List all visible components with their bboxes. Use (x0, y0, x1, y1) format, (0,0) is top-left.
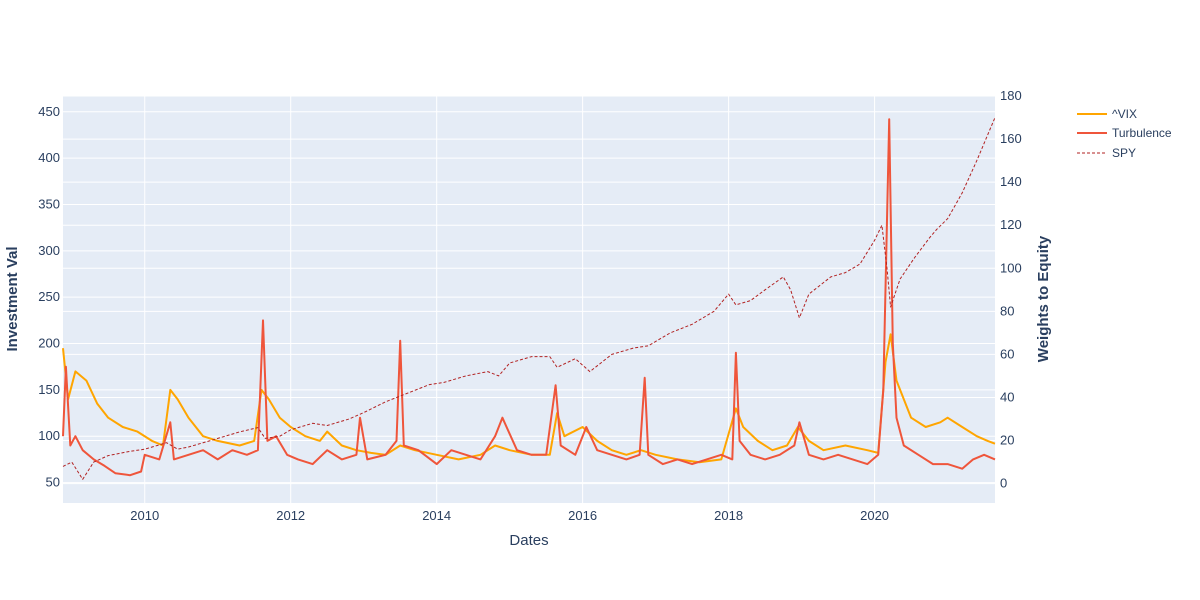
y2-axis-title: Weights to Equity (1035, 235, 1052, 362)
legend-label-vix: ^VIX (1112, 107, 1137, 121)
y2-tick-label: 100 (1000, 260, 1022, 275)
x-tick-label: 2010 (130, 508, 159, 523)
legend-item-spy[interactable]: SPY (1077, 146, 1136, 160)
legend-label-turbulence: Turbulence (1112, 126, 1172, 140)
x-axis-title: Dates (509, 532, 548, 549)
legend: ^VIX Turbulence SPY (1077, 107, 1172, 160)
y-tick-label: 150 (38, 382, 60, 397)
y2-tick-label: 40 (1000, 389, 1014, 404)
y-tick-label: 100 (38, 428, 60, 443)
x-tick-label: 2012 (276, 508, 305, 523)
y2-tick-label: 20 (1000, 433, 1014, 448)
y-axis-title: Investment Val (4, 246, 21, 351)
plot-background (63, 96, 995, 503)
x-tick-label: 2016 (568, 508, 597, 523)
y-tick-label: 400 (38, 150, 60, 165)
x-tick-label: 2018 (714, 508, 743, 523)
y2-tick-label: 80 (1000, 303, 1014, 318)
y2-tick-label: 140 (1000, 174, 1022, 189)
gridlines (63, 95, 995, 503)
y2-tick-label: 160 (1000, 131, 1022, 146)
x-tick-label: 2014 (422, 508, 451, 523)
y-tick-label: 450 (38, 104, 60, 119)
y-tick-label: 300 (38, 243, 60, 258)
x-tick-label: 2020 (860, 508, 889, 523)
y2-tick-label: 60 (1000, 346, 1014, 361)
y2-tick-label: 120 (1000, 217, 1022, 232)
y-tick-label: 350 (38, 196, 60, 211)
y-tick-label: 50 (46, 475, 60, 490)
y2-tick-label: 180 (1000, 88, 1022, 103)
ticks: 2010 2012 2014 2016 2018 20205010015020025030… (38, 88, 1021, 523)
legend-label-spy: SPY (1112, 146, 1136, 160)
legend-item-turbulence[interactable]: Turbulence (1077, 126, 1172, 140)
y-tick-label: 200 (38, 336, 60, 351)
series-layer (62, 117, 996, 480)
series-line-turbulence (62, 118, 996, 477)
y2-tick-label: 0 (1000, 476, 1007, 491)
series-line-spy (62, 117, 996, 480)
y-tick-label: 250 (38, 289, 60, 304)
legend-item-vix[interactable]: ^VIX (1077, 107, 1137, 121)
